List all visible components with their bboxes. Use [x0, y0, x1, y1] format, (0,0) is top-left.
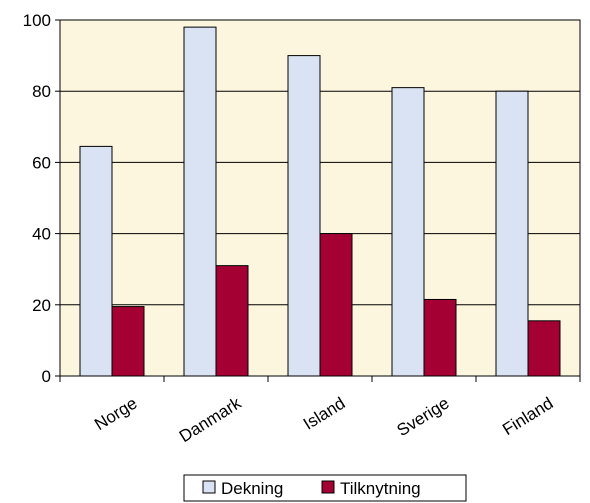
y-tick-label: 40: [32, 225, 51, 244]
axes: [55, 19, 581, 382]
bar-tilknytning-danmark: [215, 265, 249, 377]
bar-dekning-norge: [79, 145, 113, 377]
bar-dekning-sverige: [391, 87, 425, 377]
legend: Dekning Tilknytning: [183, 474, 467, 502]
x-tick-label-danmark: Danmark: [176, 393, 245, 446]
bars: [79, 26, 561, 377]
y-tick-labels: 0 20 40 60 80 100: [23, 11, 51, 386]
legend-label-dekning: Dekning: [221, 479, 283, 498]
x-tick-labels: Norge Danmark Island Sverige Finland: [91, 393, 556, 446]
bar-dekning-finland: [495, 90, 529, 377]
bar-dekning-island: [287, 55, 321, 377]
x-tick-label-norge: Norge: [91, 393, 140, 434]
legend-label-tilknytning: Tilknytning: [340, 479, 421, 498]
bar-dekning-danmark: [183, 26, 217, 377]
x-tick-label-island: Island: [300, 393, 349, 433]
x-tick-label-sverige: Sverige: [394, 393, 453, 440]
legend-swatch-tilknytning: [321, 480, 335, 494]
x-tick-label-finland: Finland: [499, 393, 556, 439]
legend-swatch-dekning: [202, 480, 216, 494]
y-tick-label: 80: [32, 82, 51, 101]
y-tick-label: 100: [23, 11, 51, 30]
y-tick-label: 60: [32, 153, 51, 172]
bar-tilknytning-sverige: [423, 298, 457, 377]
bar-tilknytning-island: [319, 233, 353, 377]
y-tick-label: 20: [32, 296, 51, 315]
y-tick-label: 0: [42, 367, 51, 386]
bar-tilknytning-finland: [527, 320, 561, 377]
bar-tilknytning-norge: [111, 306, 145, 377]
